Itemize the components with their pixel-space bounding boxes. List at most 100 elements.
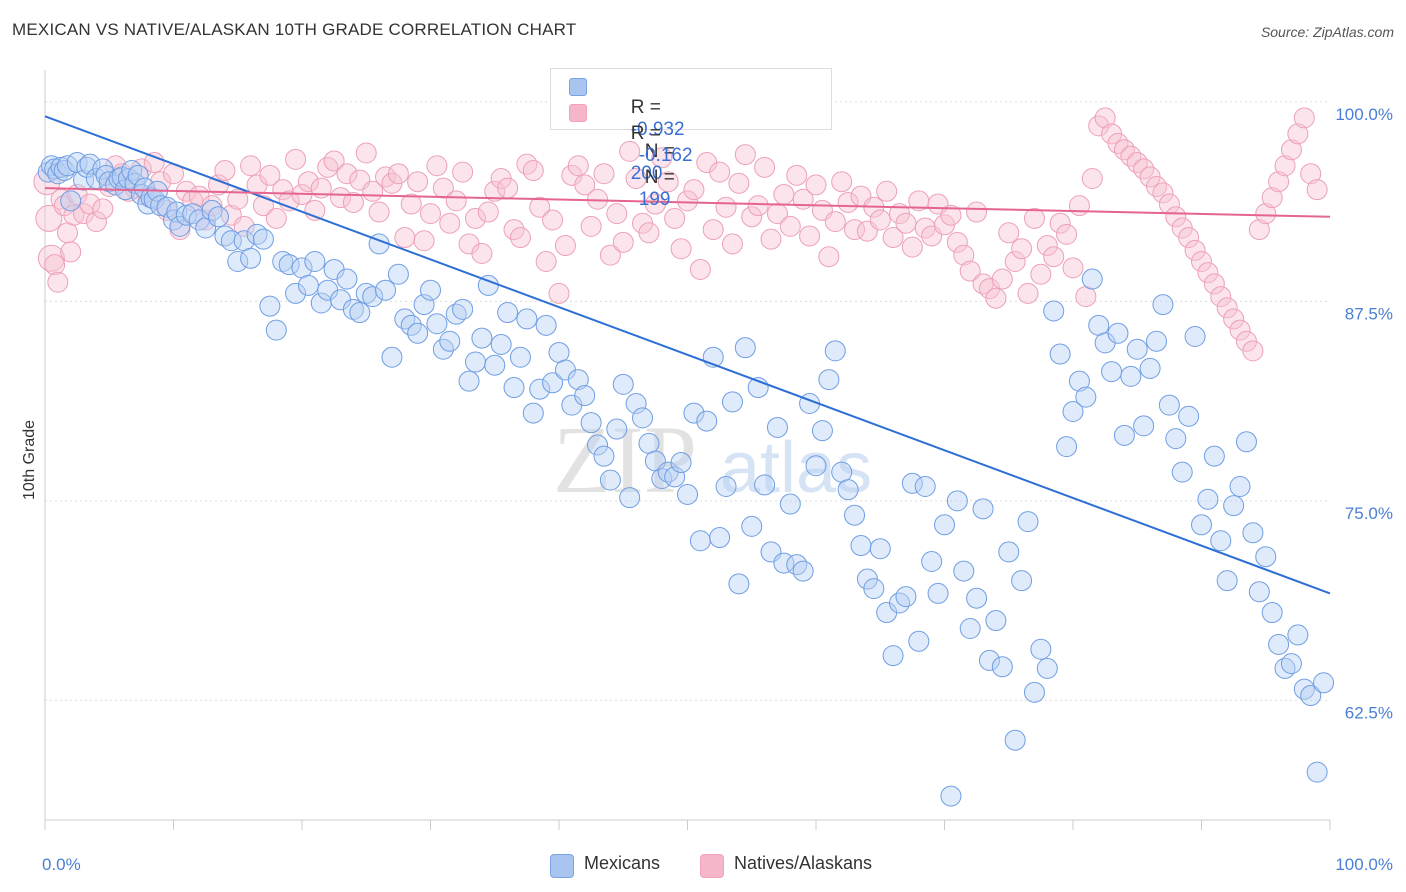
natives-point (60, 241, 82, 263)
natives-point (1293, 107, 1315, 129)
natives-point (818, 246, 840, 268)
grid-lines (45, 101, 1330, 701)
mexicans-point (529, 378, 551, 400)
n-label: N = (644, 167, 675, 188)
natives-point (1036, 235, 1058, 257)
mexicans-point (259, 295, 281, 317)
natives-point (1274, 155, 1296, 177)
mexicans-point (966, 587, 988, 609)
mexicans-point (394, 308, 416, 330)
x-tick-label-1: 100.0% (1335, 855, 1393, 874)
mexicans-point (1152, 294, 1174, 316)
mexicans-point (201, 199, 223, 221)
natives-point (664, 207, 686, 229)
natives-point (484, 180, 506, 202)
n-label: N = (644, 141, 675, 162)
mexicans-point (1210, 530, 1232, 552)
mexicans-point (272, 250, 294, 272)
mexicans-point (285, 282, 307, 304)
mexicans-point (1043, 300, 1065, 322)
mexicans-point (1036, 657, 1058, 679)
mexicans-point (362, 286, 384, 308)
y-tick-label-1: 75.0% (1345, 504, 1393, 523)
natives-point (143, 152, 165, 174)
mexicans-point (1268, 633, 1290, 655)
mexicans-point (1191, 514, 1212, 536)
natives-point (497, 177, 519, 199)
mexicans-point (1139, 357, 1161, 379)
natives-point (574, 174, 596, 196)
natives-point (786, 164, 808, 186)
natives-point (323, 150, 345, 172)
mexicans-point (484, 354, 506, 376)
natives-point (1011, 238, 1033, 260)
natives-point (606, 203, 628, 225)
mexicans-point (1203, 445, 1225, 467)
natives-point (1306, 179, 1328, 201)
trend-line-mexicans (44, 115, 1331, 595)
y-tick-label-3: 100.0% (1335, 105, 1393, 124)
mexicans-point (1313, 672, 1335, 694)
natives-point (1004, 250, 1026, 272)
mexicans-point (1293, 678, 1315, 700)
natives-point (233, 215, 255, 237)
mexicans-point (439, 330, 461, 352)
natives-point (959, 260, 981, 282)
mexicans-point (837, 479, 859, 501)
natives-point (227, 188, 249, 210)
natives-point (1203, 273, 1225, 295)
natives-point (368, 201, 390, 223)
mexicans-point (863, 578, 885, 600)
natives-point (612, 231, 634, 253)
mexicans-point (1068, 370, 1090, 392)
legend-label-natives-alaskans: Natives/Alaskans (734, 853, 873, 873)
mexicans-point (985, 610, 1007, 632)
mexicans-point (375, 279, 397, 301)
mexicans-point (387, 263, 409, 285)
mexicans-point (458, 370, 480, 392)
natives-point (252, 195, 274, 217)
natives-point (1223, 308, 1245, 330)
mexicans-point (889, 592, 911, 614)
natives-point (529, 196, 551, 218)
mexicans-point (413, 294, 435, 316)
n-value: 200 (630, 163, 663, 184)
natives-point (35, 204, 63, 232)
natives-point (471, 243, 493, 265)
natives-point (940, 204, 962, 226)
natives-point (265, 207, 287, 229)
natives-point (1280, 139, 1302, 161)
mexicans-point (1120, 365, 1142, 387)
mexicans-point (946, 490, 968, 512)
mexicans-point (824, 340, 846, 362)
natives-point (1126, 152, 1148, 174)
mexicans-point (1101, 361, 1123, 383)
natives-point (754, 156, 776, 178)
natives-point (1062, 257, 1084, 279)
natives-point (542, 209, 564, 231)
natives-point (837, 191, 859, 213)
natives-point (201, 195, 223, 217)
mexicans-point (1184, 325, 1206, 347)
y-tick-label-2: 87.5% (1345, 304, 1393, 323)
natives-point (1081, 168, 1103, 190)
natives-point (317, 156, 339, 178)
legend-label-mexicans: Mexicans (584, 853, 661, 873)
mexicans-point (1133, 415, 1155, 437)
mexicans-point (471, 327, 493, 349)
mexicans-point (1255, 546, 1277, 568)
watermark-atlas: atlas (720, 428, 872, 508)
mexicans-point (522, 402, 544, 424)
mexicans-point (420, 279, 441, 301)
mexicans-point (464, 351, 486, 373)
natives-point (882, 227, 904, 249)
mexicans-point (792, 560, 814, 582)
mexicans-point (599, 469, 621, 491)
natives-point (413, 230, 435, 252)
mexicans-point (914, 475, 936, 497)
natives-point (1023, 207, 1045, 229)
mexicans-point (207, 206, 229, 228)
trend-lines (44, 115, 1331, 595)
mexicans-point (1300, 685, 1322, 707)
natives-point (625, 168, 647, 190)
